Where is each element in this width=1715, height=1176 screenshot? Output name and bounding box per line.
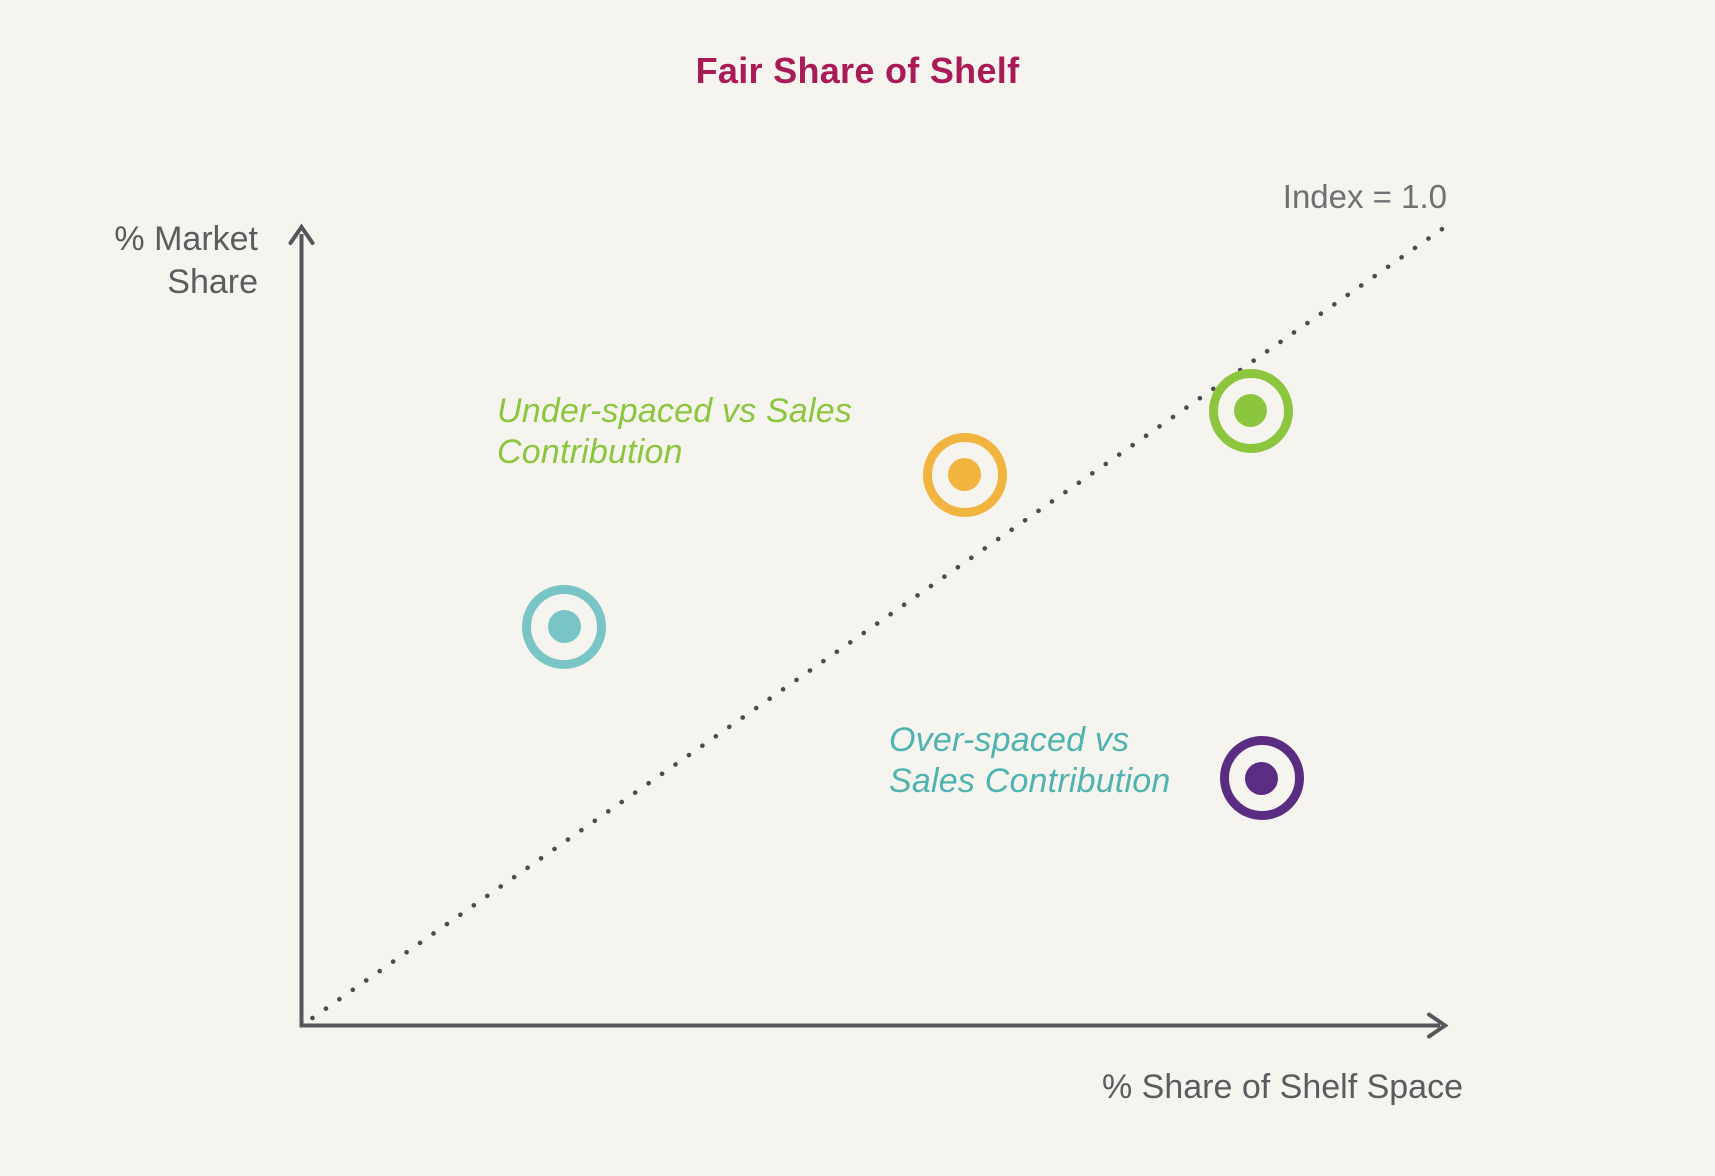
index-dotted-line xyxy=(310,224,1448,1021)
annotation-under-spaced-line-2: Contribution xyxy=(497,433,683,471)
data-point-dot xyxy=(1245,761,1279,795)
data-point-ring xyxy=(522,584,607,669)
data-point-ring xyxy=(1208,368,1293,453)
data-point-4 xyxy=(1219,736,1304,821)
data-point-1 xyxy=(522,584,607,669)
y-axis-label: % Market Share xyxy=(114,218,258,304)
annotation-over-spaced-line-1: Over-spaced vs xyxy=(889,721,1130,759)
annotation-under-spaced: Under-spaced vs Sales Contribution xyxy=(497,391,852,473)
annotation-over-spaced: Over-spaced vs Sales Contribution xyxy=(889,720,1170,802)
reference-line-label: Index = 1.0 xyxy=(1282,178,1447,215)
annotation-under-spaced-line-1: Under-spaced vs Sales xyxy=(497,392,853,430)
x-axis-label: % Share of Shelf Space xyxy=(1101,1068,1463,1106)
y-axis-label-line-2: Share xyxy=(167,263,258,301)
y-axis-arrowhead-icon xyxy=(288,223,315,245)
data-point-3 xyxy=(1208,368,1293,453)
chart-title: Fair Share of Shelf xyxy=(695,50,1020,91)
data-point-2 xyxy=(922,432,1007,517)
data-point-dot xyxy=(948,458,982,492)
data-point-ring xyxy=(1219,736,1304,821)
y-axis-label-line-1: % Market xyxy=(114,220,258,258)
data-point-ring xyxy=(922,432,1007,517)
data-point-dot xyxy=(547,610,581,643)
data-point-dot xyxy=(1234,394,1268,428)
x-axis-arrowhead-icon xyxy=(1427,1012,1449,1039)
annotation-over-spaced-line-2: Sales Contribution xyxy=(889,762,1171,800)
